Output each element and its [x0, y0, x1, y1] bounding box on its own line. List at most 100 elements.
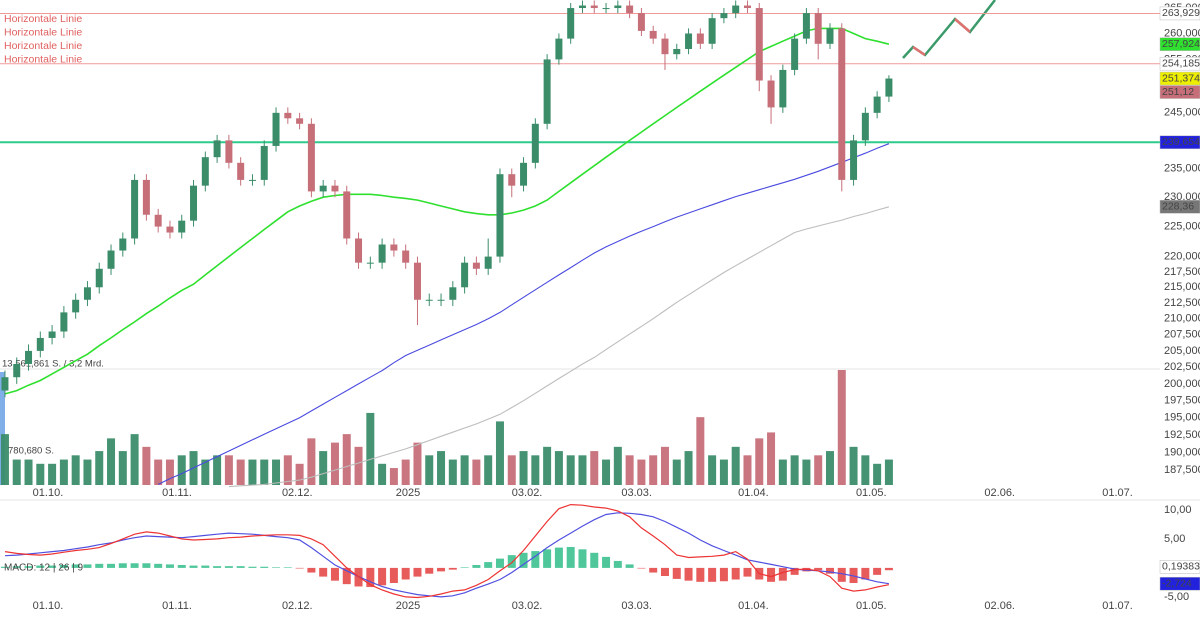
volume-bar [71, 455, 80, 485]
candle-body [484, 256, 492, 269]
histogram-bar [719, 567, 728, 582]
y-tick-label: 197,500 [1164, 395, 1200, 407]
x-tick-label: 01.10. [33, 487, 64, 499]
volume-bar [460, 455, 469, 485]
volume-bar [531, 455, 540, 485]
candle-body [142, 179, 150, 215]
candle-body [555, 38, 563, 60]
projection-drawing [954, 18, 971, 33]
histogram-bar [154, 563, 163, 568]
histogram-bar [672, 567, 681, 579]
price-tag [1159, 135, 1200, 150]
histogram-bar [861, 567, 870, 580]
x-tick-label: 01.11. [162, 600, 192, 612]
volume-bar [767, 432, 776, 485]
volume-bar [660, 446, 669, 485]
indicator-line [4, 512, 889, 598]
volume-bar [554, 451, 563, 485]
volume-bar [83, 459, 92, 485]
volume-label: 780,680 S. [8, 446, 54, 457]
histogram-bar [107, 563, 116, 568]
volume-bar [413, 442, 422, 485]
histogram-bar [814, 567, 823, 571]
histogram-bar [130, 563, 139, 568]
volume-bar [578, 455, 587, 485]
volume-bar [448, 459, 457, 485]
candle-body [237, 162, 245, 180]
volume-bar [602, 459, 611, 485]
histogram-bar [413, 567, 422, 577]
volume-bar [260, 459, 269, 485]
candle-body [437, 299, 445, 301]
price-tag-label: 263,929 [1162, 7, 1200, 19]
candle-body [673, 48, 681, 55]
histogram-bar [684, 567, 693, 581]
histogram-bar [790, 567, 799, 575]
price-tag [1159, 576, 1200, 591]
indicator-title: MACD: 12 | 26 | 9 [4, 563, 84, 574]
y-tick-label: 260,000 [1164, 27, 1200, 39]
y-tick-label: 202,500 [1164, 361, 1200, 373]
annotation: Horizontale Linie [4, 53, 82, 65]
histogram-bar [48, 565, 57, 568]
candle-body [826, 28, 834, 44]
histogram-bar [378, 567, 387, 586]
volume-bar [107, 438, 116, 485]
price-tag [1159, 56, 1200, 71]
y-tick-label: 215,000 [1164, 281, 1200, 293]
price-tag-label: -2,724 [1162, 577, 1192, 589]
volume-bar [177, 455, 186, 485]
candle-body [696, 33, 704, 44]
histogram-bar [708, 567, 717, 582]
x-tick-label: 01.04. [738, 487, 769, 499]
candle-body [272, 112, 280, 146]
candle-body [248, 179, 256, 181]
histogram-bar [625, 564, 634, 568]
histogram-bar [201, 565, 210, 568]
volume-bar [719, 459, 728, 485]
candle-body [201, 157, 209, 186]
volume-bar [495, 421, 504, 485]
volume-bar [625, 455, 634, 485]
candle-body [48, 331, 56, 338]
price-tag [1159, 71, 1200, 86]
volume-bar [319, 451, 328, 485]
y-tick-label: 5,00 [1164, 533, 1185, 545]
x-tick-label: 2025 [396, 487, 420, 499]
candle-body [720, 13, 728, 19]
candle-body [119, 238, 127, 251]
volume-bar [790, 455, 799, 485]
indicator-line [4, 503, 890, 599]
histogram-bar [71, 564, 80, 568]
y-tick-label: 200,000 [1164, 378, 1200, 390]
volume-bar [295, 463, 304, 485]
price-tag-label: 251,374 [1162, 72, 1200, 84]
candle-body [154, 214, 162, 227]
histogram-bar [213, 566, 222, 568]
candle-body [449, 287, 457, 300]
histogram-bar [743, 567, 752, 577]
projection-drawing [912, 45, 926, 57]
histogram-bar [590, 552, 599, 568]
y-tick-label: 192,500 [1164, 429, 1200, 441]
volume-bar [248, 459, 257, 485]
histogram-bar [613, 560, 622, 568]
volume-bar [142, 446, 151, 485]
candle-body [708, 18, 716, 44]
candle-body [791, 38, 799, 70]
candle-body [213, 140, 221, 158]
candle-body [178, 220, 186, 233]
candle-body [732, 5, 740, 14]
volume-bar [566, 455, 575, 485]
histogram-bar [248, 566, 257, 568]
histogram-bar [578, 549, 587, 568]
candle-body [543, 59, 551, 124]
histogram-bar [696, 567, 705, 582]
histogram-bar [519, 552, 528, 568]
histogram-bar [24, 566, 33, 568]
volume-bar [130, 434, 139, 485]
histogram-bar [165, 564, 174, 568]
x-tick-label: 02.12. [282, 600, 313, 612]
volume-bar [401, 459, 410, 485]
histogram-bar [189, 565, 198, 568]
